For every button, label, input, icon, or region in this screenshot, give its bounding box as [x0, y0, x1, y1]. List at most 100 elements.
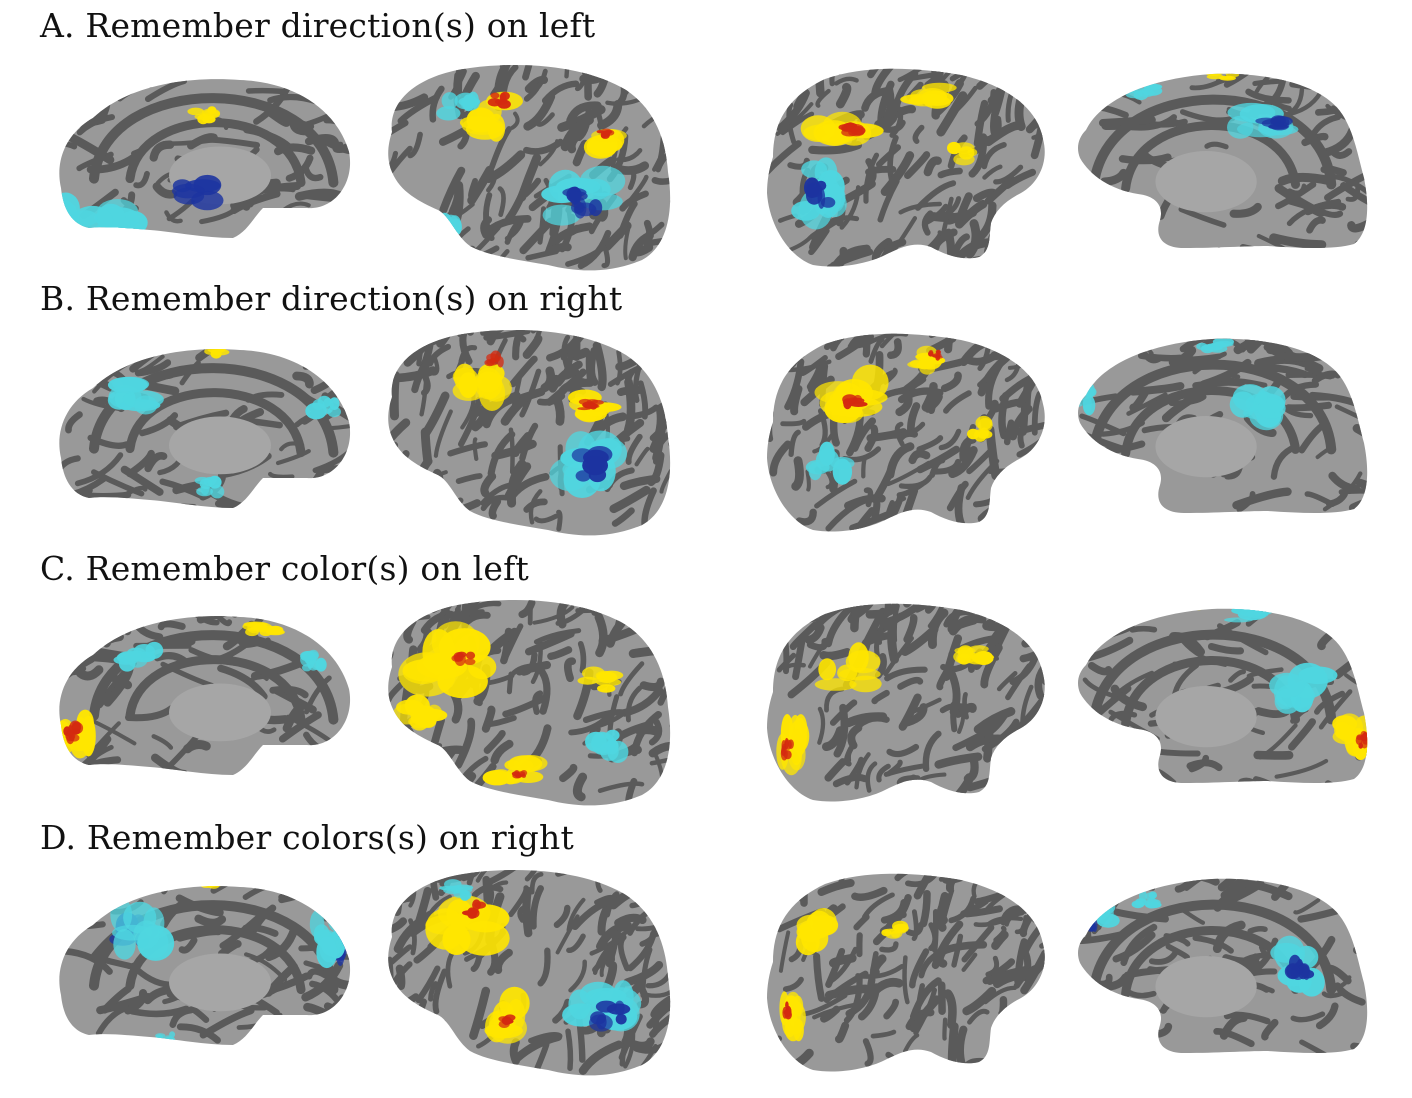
activation-blob [500, 91, 510, 101]
row-b-right-medial-brain [1072, 335, 1370, 515]
row-b-left-lateral-brain [380, 325, 680, 536]
activation-blob [957, 645, 974, 659]
activation-blob [936, 350, 941, 356]
activation-blob [482, 770, 512, 786]
row-b-left-medial-brain [55, 340, 355, 510]
activation-blob [161, 1039, 175, 1045]
row-c-label: C. Remember color(s) on left [40, 549, 529, 588]
activation-blob [846, 122, 854, 130]
activation-blob [601, 128, 612, 135]
activation-blob [586, 399, 599, 404]
activation-blob [812, 915, 839, 936]
row-d-label: D. Remember colors(s) on right [40, 818, 574, 857]
activation-blob [947, 141, 961, 155]
activation-blob [793, 1018, 804, 1042]
activation-blob [591, 732, 616, 756]
activation-blob [1089, 912, 1101, 919]
activation-blob [71, 722, 84, 734]
activation-blob [830, 456, 855, 470]
activation-blob [1204, 73, 1224, 76]
row-d-right-lateral-brain [765, 870, 1050, 1075]
activation-blob [848, 642, 869, 673]
activation-blob [1190, 602, 1205, 606]
activation-blob [818, 658, 837, 681]
activation-blob [916, 361, 933, 370]
activation-blob [1302, 965, 1311, 981]
activation-blob [970, 653, 995, 661]
activation-blob [1219, 75, 1236, 81]
activation-blob [202, 886, 224, 887]
activation-blob [133, 920, 160, 949]
activation-blob [210, 349, 230, 356]
activation-blob [213, 879, 231, 884]
activation-blob [818, 441, 835, 466]
activation-blob [1089, 919, 1096, 932]
activation-blob [1180, 608, 1188, 612]
activation-blob [1145, 206, 1156, 216]
activation-blob [1083, 395, 1096, 416]
activation-blob [1090, 894, 1103, 915]
activation-blob [207, 349, 225, 350]
activation-blob [421, 715, 437, 728]
activation-blob [1184, 608, 1196, 611]
activation-blob [782, 1006, 788, 1019]
activation-blob [968, 645, 989, 653]
activation-blob [820, 197, 836, 208]
activation-blob [958, 146, 975, 160]
activation-blob [1205, 70, 1225, 73]
activation-blob [1245, 609, 1269, 619]
activation-blob [893, 923, 909, 933]
activation-blob [487, 113, 506, 142]
activation-blob [316, 936, 338, 969]
sulci-pattern [59, 616, 351, 776]
activation-blob [595, 670, 614, 681]
activation-blob [476, 371, 501, 393]
activation-blob [1149, 208, 1159, 217]
activation-blob [575, 470, 591, 482]
activation-blob [497, 99, 511, 109]
activation-blob [67, 724, 73, 739]
activation-blob [1141, 209, 1154, 219]
activation-blob [305, 402, 327, 420]
activation-blob [791, 201, 821, 221]
activation-blob [1184, 608, 1194, 611]
activation-blob [1257, 397, 1286, 419]
activation-blob [113, 929, 136, 960]
activation-blob [458, 920, 510, 956]
row-a-right-lateral-brain [765, 65, 1050, 270]
row-b-right-lateral-brain [765, 330, 1050, 535]
activation-blob [1131, 900, 1145, 909]
activation-blob [315, 657, 327, 672]
activation-blob [584, 403, 599, 409]
activation-blob [187, 107, 204, 116]
activation-blob [436, 106, 461, 121]
activation-blob [935, 354, 940, 361]
activation-blob [1079, 894, 1101, 924]
activation-blob [60, 218, 75, 235]
activation-blob [454, 92, 478, 110]
activation-blob [203, 873, 217, 882]
activation-blob [267, 625, 284, 635]
activation-blob [1334, 721, 1351, 740]
activation-blob [1095, 901, 1114, 925]
activation-blob [1127, 81, 1140, 89]
activation-blob [124, 650, 142, 662]
activation-blob [1083, 386, 1097, 398]
activation-blob [191, 190, 224, 211]
activation-blob [806, 182, 823, 198]
activation-blob [542, 204, 581, 226]
row-a-left-medial-brain [55, 70, 355, 240]
activation-blob [1255, 117, 1277, 125]
activation-blob [1269, 121, 1290, 131]
activation-blob [489, 357, 496, 364]
activation-blob [1144, 201, 1157, 212]
sulci-pattern [767, 333, 1045, 532]
activation-blob [1193, 602, 1207, 606]
activation-blob [71, 210, 98, 227]
activation-blob [155, 1033, 166, 1039]
activation-blob [202, 115, 216, 124]
activation-blob [1145, 892, 1156, 900]
row-c-right-medial-brain [1072, 605, 1370, 785]
row-d-left-lateral-brain [380, 865, 680, 1076]
activation-blob [466, 651, 476, 660]
